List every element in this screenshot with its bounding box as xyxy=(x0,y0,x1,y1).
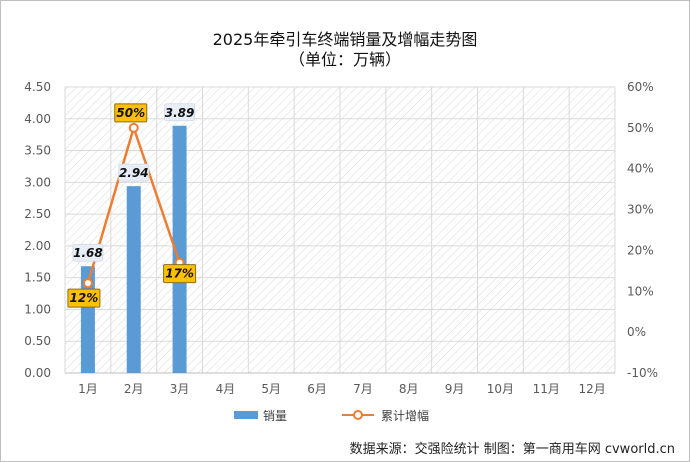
x-tick-label: 12月 xyxy=(578,382,605,396)
growth-point xyxy=(128,122,139,133)
chart-title: 2025年牵引车终端销量及增幅走势图 xyxy=(213,30,478,49)
bar-value-box xyxy=(164,103,195,122)
x-tick-label: 3月 xyxy=(170,382,190,396)
growth-value-box xyxy=(163,264,197,284)
line-series xyxy=(82,122,185,289)
right-tick-label: 40% xyxy=(627,162,654,176)
bar-value-label: 2.94 xyxy=(119,166,149,180)
data-labels: 1.68 2.94 3.89 12% 50% 17% xyxy=(67,103,197,308)
left-tick-label: 2.00 xyxy=(24,239,51,253)
x-tick-label: 5月 xyxy=(261,382,281,396)
left-tick-label: 1.00 xyxy=(24,302,51,316)
right-tick-label: -10% xyxy=(627,366,658,380)
x-tick-label: 2月 xyxy=(124,382,144,396)
bar-series xyxy=(80,125,187,373)
bar xyxy=(172,125,187,373)
x-tick-label: 11月 xyxy=(533,382,560,396)
legend-marker-growth xyxy=(353,410,363,420)
x-tick-label: 4月 xyxy=(216,382,236,396)
left-tick-label: 4.50 xyxy=(24,80,51,94)
left-tick-label: 3.00 xyxy=(24,175,51,189)
right-tick-label: 50% xyxy=(627,121,654,135)
growth-value-box xyxy=(67,288,101,308)
right-tick-label: 60% xyxy=(627,80,654,94)
growth-value-box xyxy=(114,103,148,123)
right-tick-label: 20% xyxy=(627,243,654,257)
bar-value-label: 1.68 xyxy=(73,246,103,260)
legend-swatch-sales xyxy=(234,411,258,419)
left-tick-label: 0.50 xyxy=(24,334,51,348)
left-tick-label: 1.50 xyxy=(24,271,51,285)
left-tick-label: 2.50 xyxy=(24,207,51,221)
source-note: 数据来源：交强险统计 制图：第一商用车网 cvworld.cn xyxy=(350,441,675,457)
bar-value-box xyxy=(118,163,150,182)
right-tick-label: 10% xyxy=(627,284,654,298)
x-tick-label: 9月 xyxy=(445,382,465,396)
gridlines xyxy=(64,86,616,374)
legend-label-sales: 销量 xyxy=(263,409,287,423)
left-axis-ticks: 0.00 0.50 1.00 1.50 2.00 2.50 3.00 3.50 4.00 4.50 xyxy=(24,80,51,380)
x-axis-ticks: 1月 2月 3月 4月 5月 6月 7月 8月 9月 10月 11月 12月 xyxy=(78,382,606,396)
x-tick-label: 7月 xyxy=(353,382,373,396)
x-tick-label: 10月 xyxy=(487,382,514,396)
x-tick-label: 8月 xyxy=(399,382,419,396)
bar-value-label: 3.89 xyxy=(165,106,195,120)
growth-value-label: 12% xyxy=(70,291,99,305)
chart-subtitle: （单位：万辆） xyxy=(289,50,401,69)
left-tick-label: 0.00 xyxy=(24,366,51,380)
growth-value-label: 17% xyxy=(165,267,194,281)
bar-value-box xyxy=(72,243,104,262)
bar xyxy=(126,186,141,373)
legend-label-growth: 累计增幅 xyxy=(381,408,429,423)
right-axis-ticks: -10% 0% 10% 20% 30% 40% 50% 60% xyxy=(627,80,658,380)
x-tick-label: 6月 xyxy=(307,382,327,396)
right-tick-label: 30% xyxy=(627,203,654,217)
legend: 销量 累计增幅 xyxy=(234,408,429,423)
left-tick-label: 3.50 xyxy=(24,144,51,158)
growth-point xyxy=(82,278,93,289)
x-tick-label: 1月 xyxy=(78,382,98,396)
growth-value-label: 50% xyxy=(116,106,145,120)
right-tick-label: 0% xyxy=(627,325,646,339)
left-tick-label: 4.00 xyxy=(24,112,51,126)
